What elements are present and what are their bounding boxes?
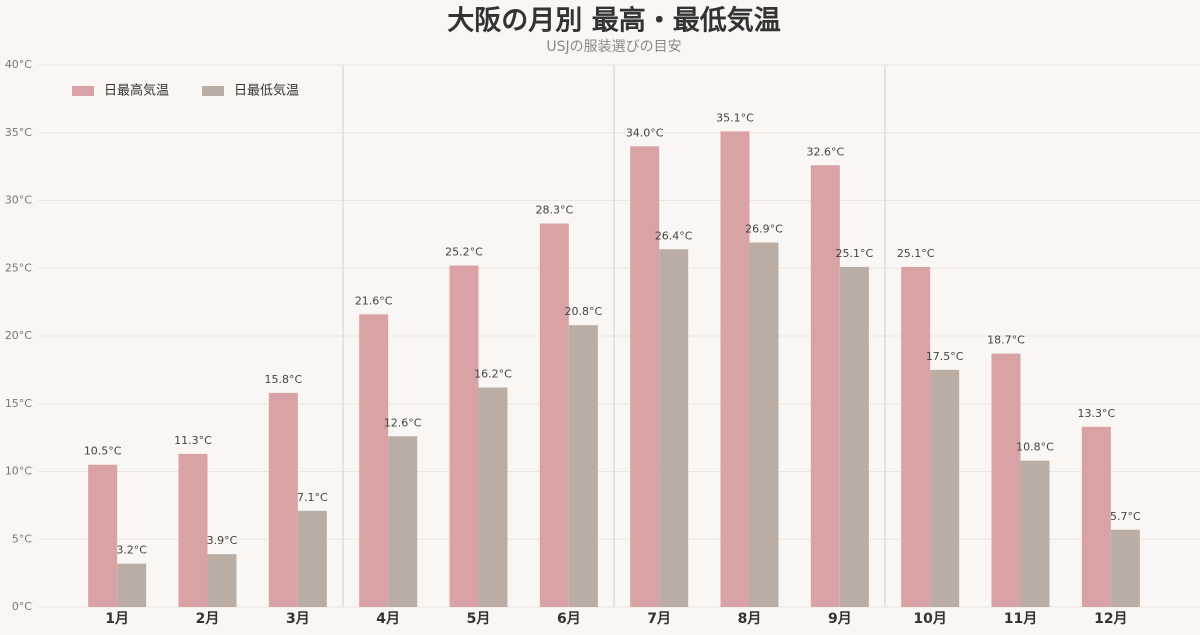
data-label: 10.8°C <box>1016 441 1054 454</box>
data-label: 13.3°C <box>1077 407 1115 420</box>
data-label: 17.5°C <box>926 350 964 363</box>
bar <box>207 554 237 607</box>
bar <box>449 265 479 607</box>
data-label: 3.2°C <box>116 544 147 557</box>
bar <box>1110 529 1140 607</box>
bar <box>268 392 298 607</box>
x-tick-label: 9月 <box>828 611 852 627</box>
bar <box>297 510 327 607</box>
chart-subtitle: USJの服装選びの目安 <box>546 39 681 55</box>
data-label: 20.8°C <box>564 305 602 318</box>
data-label: 5.7°C <box>1110 510 1141 523</box>
data-label: 18.7°C <box>987 334 1025 347</box>
x-tick-label: 10月 <box>913 611 946 627</box>
bar <box>991 353 1021 607</box>
x-tick-label: 1月 <box>105 611 129 627</box>
x-tick-label: 3月 <box>286 611 310 627</box>
bar <box>359 314 389 607</box>
bar <box>568 325 598 607</box>
bar <box>539 223 569 607</box>
data-label: 15.8°C <box>264 373 302 386</box>
x-tick-label: 2月 <box>196 611 220 627</box>
data-label: 25.2°C <box>445 246 483 259</box>
bar <box>839 266 869 607</box>
data-label: 25.1°C <box>835 247 873 260</box>
x-tick-label: 7月 <box>647 611 671 627</box>
data-label: 10.5°C <box>84 445 122 458</box>
bar <box>88 464 118 607</box>
legend-swatch <box>202 86 224 96</box>
data-label: 3.9°C <box>207 534 238 547</box>
data-label: 16.2°C <box>474 367 512 380</box>
bar <box>901 266 931 607</box>
data-label: 32.6°C <box>806 145 844 158</box>
x-tick-label: 6月 <box>557 611 581 627</box>
bar <box>478 387 508 607</box>
y-tick-label: 10°C <box>5 465 32 478</box>
legend-swatch <box>72 86 94 96</box>
bar <box>659 249 689 607</box>
data-label: 7.1°C <box>297 491 328 504</box>
bar <box>1020 460 1050 607</box>
bar <box>749 242 779 607</box>
data-label: 35.1°C <box>716 111 754 124</box>
bar <box>178 453 208 607</box>
legend-label: 日最高気温 <box>104 83 169 99</box>
y-tick-label: 35°C <box>5 126 32 139</box>
y-tick-label: 5°C <box>12 532 32 545</box>
bar <box>388 436 418 607</box>
x-tick-label: 4月 <box>376 611 400 627</box>
chart-title: 大阪の月別 最高・最低気温 <box>447 5 780 37</box>
data-label: 26.9°C <box>745 223 783 236</box>
y-tick-label: 15°C <box>5 397 32 410</box>
legend-label: 日最低気温 <box>234 83 299 99</box>
data-label: 34.0°C <box>626 126 664 139</box>
x-tick-label: 12月 <box>1094 611 1127 627</box>
x-tick-label: 11月 <box>1004 611 1037 627</box>
bar <box>810 165 840 607</box>
bar <box>1081 426 1111 607</box>
bar <box>117 563 147 607</box>
data-label: 26.4°C <box>655 229 693 242</box>
y-tick-label: 20°C <box>5 329 32 342</box>
data-label: 25.1°C <box>897 247 935 260</box>
y-tick-label: 40°C <box>5 58 32 71</box>
bar <box>720 131 750 607</box>
y-tick-label: 25°C <box>5 261 32 274</box>
data-label: 21.6°C <box>355 294 393 307</box>
bar <box>930 369 960 607</box>
y-tick-label: 30°C <box>5 194 32 207</box>
data-label: 12.6°C <box>384 416 422 429</box>
x-tick-label: 8月 <box>738 611 762 627</box>
data-label: 11.3°C <box>174 434 212 447</box>
bar <box>630 146 660 608</box>
data-label: 28.3°C <box>535 204 573 217</box>
y-tick-label: 0°C <box>12 600 32 613</box>
x-tick-label: 5月 <box>467 611 491 627</box>
